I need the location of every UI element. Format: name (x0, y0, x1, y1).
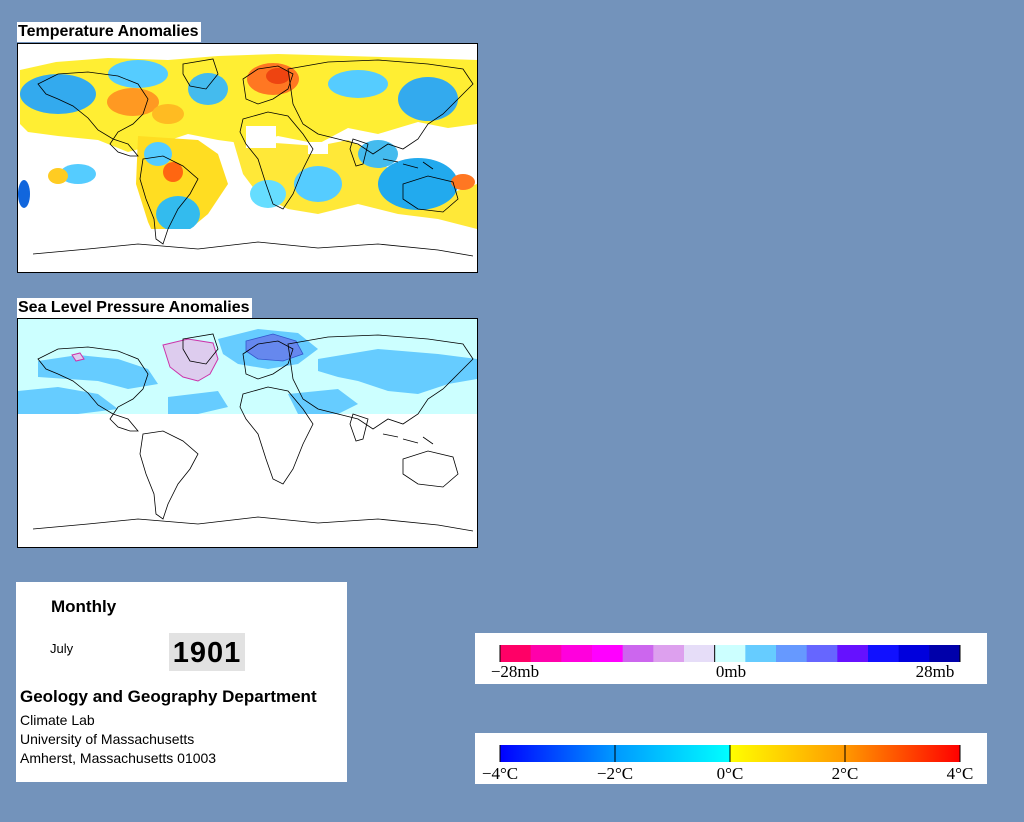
temperature-legend-canvas: −4°C −2°C 0°C 2°C 4°C (482, 745, 974, 783)
pressure-swatch (592, 645, 624, 662)
pressure-coastlines (32, 333, 474, 532)
coastline-greenland (182, 58, 219, 90)
coastline-europe (242, 340, 294, 380)
temp-cold-patch (60, 164, 96, 184)
temp-cold-patch (358, 140, 398, 168)
coastline-antarctica (32, 516, 474, 532)
pressure-map-title: Sea Level Pressure Anomalies (17, 298, 252, 318)
coastline-australia (402, 450, 459, 488)
temp-warm-patch (152, 104, 184, 124)
coastline-south-america (139, 430, 199, 520)
coastline-africa (239, 386, 314, 485)
temp-legend-label: 0°C (717, 764, 744, 783)
pressure-swatch (776, 645, 808, 662)
pressure-deep-low (245, 333, 304, 362)
temp-no-data-block (18, 229, 477, 272)
temp-warm-patch (451, 174, 475, 190)
temperature-coastlines (32, 58, 474, 257)
temperature-ticks (499, 745, 961, 762)
pressure-low-region (38, 355, 158, 389)
pressure-legend-label: −28mb (491, 662, 539, 681)
pressure-anomaly-fields (18, 319, 477, 414)
temp-cold-patch (20, 74, 96, 114)
pressure-swatch (898, 645, 930, 662)
info-panel: Monthly July 1901 Geology and Geography … (16, 582, 347, 782)
pressure-swatch (745, 645, 777, 662)
period-label: Monthly (51, 597, 117, 616)
pressure-swatch (561, 645, 593, 662)
temperature-map-title: Temperature Anomalies (17, 22, 201, 42)
year-display: 1901 (169, 633, 245, 671)
pressure-legend-label: 28mb (916, 662, 955, 681)
pressure-swatch (929, 645, 961, 662)
temp-cold-patch (108, 60, 168, 88)
address-line: Amherst, Massachusetts 01003 (20, 750, 217, 766)
department-name: Geology and Geography Department (20, 687, 317, 706)
temp-cold-patch (156, 196, 200, 232)
pressure-high-region (71, 352, 85, 362)
coastline-asia (287, 334, 474, 430)
pressure-map-canvas (18, 319, 477, 532)
temp-no-data-block (308, 142, 328, 154)
month-label: July (50, 641, 74, 656)
pressure-legend-label: 0mb (716, 662, 746, 681)
pressure-anomaly-map (17, 318, 478, 548)
temp-no-data-block (18, 139, 48, 169)
pressure-color-scale (499, 645, 961, 662)
pressure-swatch (653, 645, 685, 662)
pressure-high-region (162, 338, 219, 382)
temp-cold-patch (294, 166, 342, 202)
coastline-indonesia (382, 433, 434, 445)
temp-cold-patch (144, 142, 172, 166)
pressure-swatch (622, 645, 654, 662)
pressure-swatch (714, 645, 746, 662)
temp-warm-patch (48, 168, 68, 184)
temp-cold-patch (188, 73, 228, 105)
coastline-south-america (139, 155, 199, 245)
temp-cold-patch (250, 180, 286, 208)
coastline-asia (287, 59, 474, 155)
temp-legend-label: 4°C (947, 764, 974, 783)
coastline-australia (402, 175, 459, 213)
temp-no-data-block (246, 126, 276, 148)
temperature-legend: −4°C −2°C 0°C 2°C 4°C (475, 733, 987, 784)
pressure-swatch (868, 645, 900, 662)
year-value: 1901 (172, 637, 242, 669)
pressure-swatch (530, 645, 562, 662)
pressure-low-region (18, 387, 118, 414)
temperature-anomaly-fields (18, 54, 477, 272)
coastline-india (349, 413, 369, 442)
temp-warm-patch (266, 68, 290, 84)
temp-cold-patch (378, 158, 458, 210)
temp-legend-label: 2°C (832, 764, 859, 783)
coastline-north-america (37, 346, 149, 432)
pressure-low-region (168, 391, 228, 414)
temp-legend-label: −2°C (597, 764, 633, 783)
coastline-india (349, 138, 369, 167)
temp-warm-patch (163, 162, 183, 182)
temperature-map-canvas (18, 54, 477, 272)
temp-cold-patch (398, 77, 458, 121)
temperature-anomaly-map (17, 43, 478, 273)
temp-cold-patch (328, 70, 388, 98)
pressure-low-region (288, 389, 358, 414)
temp-cold-patch (18, 180, 30, 208)
pressure-swatch (500, 645, 532, 662)
pressure-legend: −28mb 0mb 28mb (475, 633, 987, 684)
coastline-europe (242, 65, 294, 105)
pressure-low-region (318, 349, 477, 394)
pressure-legend-canvas: −28mb 0mb 28mb (491, 645, 961, 681)
pressure-swatch (837, 645, 869, 662)
coastline-north-america (37, 71, 149, 157)
pressure-swatch (684, 645, 716, 662)
coastline-indonesia (382, 158, 434, 170)
coastline-greenland (182, 333, 219, 365)
temp-legend-label: −4°C (482, 764, 518, 783)
address-line: Climate Lab (20, 712, 95, 728)
pressure-swatch (806, 645, 838, 662)
address-line: University of Massachusetts (20, 731, 195, 747)
temp-warm-patch (107, 88, 159, 116)
coastline-africa (239, 111, 314, 210)
coastline-antarctica (32, 241, 474, 257)
